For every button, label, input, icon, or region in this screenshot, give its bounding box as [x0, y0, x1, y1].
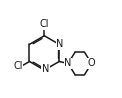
Text: N: N [64, 58, 72, 69]
Text: Cl: Cl [40, 19, 49, 29]
Text: N: N [56, 39, 64, 49]
Text: Cl: Cl [13, 61, 23, 71]
Text: O: O [88, 58, 95, 69]
Text: N: N [42, 64, 49, 74]
